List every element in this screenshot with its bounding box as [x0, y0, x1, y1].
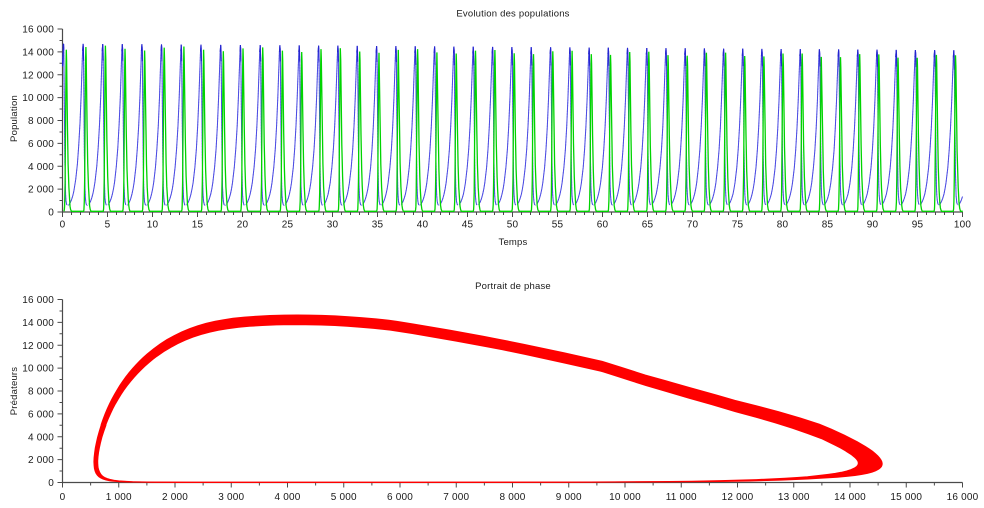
svg-text:Prédateurs: Prédateurs [9, 367, 20, 416]
svg-text:5: 5 [105, 219, 111, 230]
svg-text:3 000: 3 000 [218, 492, 244, 503]
svg-text:50: 50 [507, 219, 519, 230]
svg-text:10 000: 10 000 [609, 492, 641, 503]
svg-text:16 000: 16 000 [22, 25, 54, 36]
svg-text:10 000: 10 000 [22, 93, 54, 104]
svg-text:Evolution des populations: Evolution des populations [456, 9, 569, 20]
svg-text:6 000: 6 000 [28, 139, 54, 150]
svg-text:60: 60 [597, 219, 609, 230]
svg-text:35: 35 [372, 219, 384, 230]
svg-text:16 000: 16 000 [22, 295, 54, 306]
svg-text:4 000: 4 000 [28, 432, 54, 443]
svg-text:0: 0 [60, 492, 66, 503]
svg-text:0: 0 [48, 478, 54, 489]
svg-text:100: 100 [954, 219, 972, 230]
svg-text:90: 90 [867, 219, 879, 230]
svg-text:2 000: 2 000 [28, 185, 54, 196]
svg-text:40: 40 [417, 219, 429, 230]
svg-text:Portrait de phase: Portrait de phase [475, 281, 551, 292]
svg-text:25: 25 [282, 219, 294, 230]
svg-text:20: 20 [237, 219, 249, 230]
svg-text:70: 70 [687, 219, 699, 230]
svg-text:0: 0 [60, 219, 66, 230]
svg-text:12 000: 12 000 [22, 341, 54, 352]
svg-text:Population: Population [9, 95, 20, 142]
svg-text:8 000: 8 000 [499, 492, 525, 503]
svg-text:4 000: 4 000 [274, 492, 300, 503]
svg-text:2 000: 2 000 [28, 455, 54, 466]
svg-text:7 000: 7 000 [443, 492, 469, 503]
svg-text:65: 65 [642, 219, 654, 230]
svg-text:15 000: 15 000 [890, 492, 922, 503]
svg-text:4 000: 4 000 [28, 162, 54, 173]
svg-text:45: 45 [462, 219, 474, 230]
svg-text:2 000: 2 000 [162, 492, 188, 503]
svg-text:85: 85 [822, 219, 834, 230]
svg-text:80: 80 [777, 219, 789, 230]
svg-text:5 000: 5 000 [331, 492, 357, 503]
svg-text:9 000: 9 000 [556, 492, 582, 503]
svg-text:0: 0 [48, 208, 54, 219]
svg-text:14 000: 14 000 [22, 318, 54, 329]
svg-text:8 000: 8 000 [28, 387, 54, 398]
svg-text:14 000: 14 000 [834, 492, 866, 503]
svg-text:6 000: 6 000 [387, 492, 413, 503]
svg-text:15: 15 [192, 219, 204, 230]
svg-text:10 000: 10 000 [22, 364, 54, 375]
svg-text:12 000: 12 000 [22, 70, 54, 81]
svg-text:Temps: Temps [499, 237, 528, 248]
svg-text:11 000: 11 000 [666, 492, 697, 503]
svg-text:1 000: 1 000 [106, 492, 132, 503]
svg-text:14 000: 14 000 [22, 47, 54, 58]
svg-text:12 000: 12 000 [722, 492, 754, 503]
svg-text:30: 30 [327, 219, 339, 230]
svg-text:8 000: 8 000 [28, 116, 54, 127]
svg-text:55: 55 [552, 219, 564, 230]
svg-text:10: 10 [147, 219, 159, 230]
svg-text:95: 95 [912, 219, 924, 230]
svg-text:16 000: 16 000 [947, 492, 979, 503]
svg-text:6 000: 6 000 [28, 409, 54, 420]
svg-text:13 000: 13 000 [778, 492, 810, 503]
svg-text:75: 75 [732, 219, 744, 230]
